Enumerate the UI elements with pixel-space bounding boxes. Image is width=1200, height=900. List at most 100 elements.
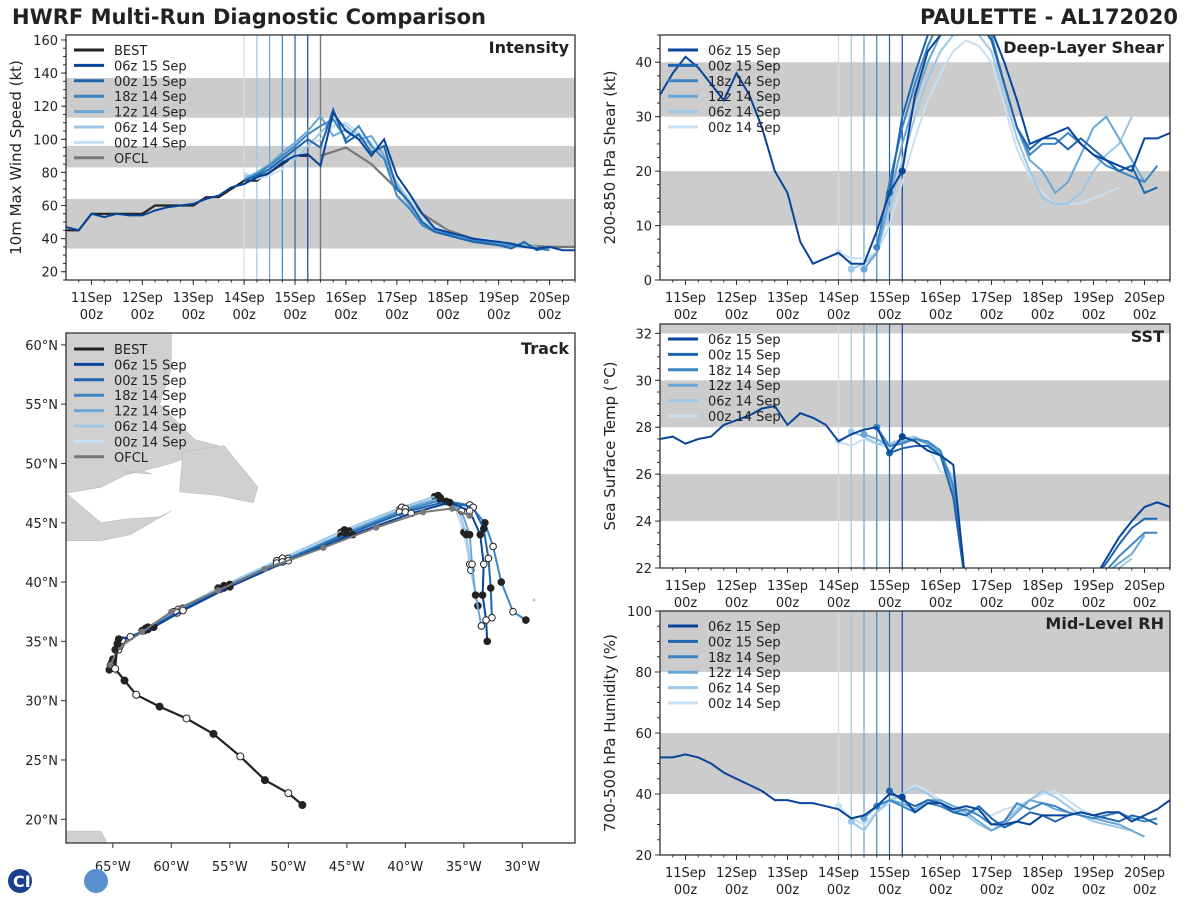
rh-series-4-init-point: [847, 817, 855, 825]
shear-xtick-day-label: 19Sep: [1073, 291, 1114, 306]
sst-legend-label: 06z 14 Sep: [708, 395, 781, 410]
track-legend-label: 12z 14 Sep: [114, 405, 187, 420]
sst-ytick-label: 22: [635, 562, 652, 577]
intensity-xtick-day-label: 11Sep: [71, 291, 112, 306]
track-xtick-label: 60°W: [153, 860, 189, 875]
intensity-legend-label: 00z 14 Sep: [114, 136, 187, 151]
intensity-xtick-hour-label: 00z: [283, 308, 307, 323]
sst-xtick-day-label: 20Sep: [1124, 579, 1165, 594]
intensity-ytick-label: 40: [41, 233, 58, 248]
shear-series-0-init-point: [898, 167, 906, 175]
track-best-point: [182, 714, 191, 723]
track-best-point: [132, 690, 141, 699]
intensity-xtick-hour-label: 00z: [182, 308, 206, 323]
rh-xtick-day-label: 16Sep: [920, 866, 961, 881]
sst-series-0-line: [660, 404, 1170, 568]
intensity-ytick-label: 140: [33, 67, 58, 82]
intensity-xtick-hour-label: 00z: [232, 308, 256, 323]
sst-xtick-day-label: 19Sep: [1073, 579, 1114, 594]
rh-legend-label: 06z 14 Sep: [708, 682, 781, 697]
shear-xtick-day-label: 14Sep: [818, 291, 859, 306]
sst-xtick-hour-label: 00z: [1082, 596, 1106, 611]
track-series-2-point: [522, 616, 530, 624]
track-ofcl-point: [466, 512, 473, 519]
shear-plot-area: [660, 35, 1170, 280]
sst-xtick-hour-label: 00z: [878, 596, 902, 611]
shear-xtick-hour-label: 00z: [1031, 308, 1055, 323]
sst-legend-label: 00z 15 Sep: [708, 348, 781, 363]
track-ofcl-point: [168, 608, 175, 615]
track-ofcl-point: [320, 544, 327, 551]
sst-xtick-hour-label: 00z: [1133, 596, 1157, 611]
track-best-point: [260, 776, 269, 785]
sst-series-5-line: [838, 435, 965, 568]
sst-xtick-hour-label: 00z: [980, 596, 1004, 611]
shear-legend-label: 06z 14 Sep: [708, 106, 781, 121]
track-best-point: [155, 702, 164, 711]
track-xtick-label: 35°W: [446, 860, 482, 875]
rh-xtick-day-label: 17Sep: [971, 866, 1012, 881]
shear-ytick-label: 30: [635, 111, 652, 126]
shear-xtick-hour-label: 00z: [827, 308, 851, 323]
track-xtick-label: 55°W: [212, 860, 248, 875]
shear-series-3-init-point: [860, 265, 868, 273]
shear-legend-label: 00z 15 Sep: [708, 59, 781, 74]
logo-globe-icon: [8, 869, 32, 893]
intensity-panel: 20 40 60 80 100 120 140 160 11Sep 00z 12Sep 00z 13Se…: [7, 34, 576, 323]
intensity-xtick-hour-label: 00z: [487, 308, 511, 323]
track-xtick-label: 45°W: [329, 860, 365, 875]
shear-xtick-day-label: 20Sep: [1124, 291, 1165, 306]
shear-series-2-init-point: [873, 243, 881, 251]
shear-xtick-hour-label: 00z: [1133, 308, 1157, 323]
track-legend-label: 00z 14 Sep: [114, 435, 187, 450]
track-ytick-label: 60°N: [25, 339, 58, 354]
track-ofcl-point: [448, 505, 456, 512]
track-ofcl-point: [419, 508, 427, 516]
sst-legend-label: 06z 15 Sep: [708, 333, 781, 348]
shear-xtick-hour-label: 00z: [674, 308, 698, 323]
rh-xtick-day-label: 20Sep: [1124, 866, 1165, 881]
rh-xtick-hour-label: 00z: [827, 883, 851, 898]
sst-series-2-line: [875, 426, 1158, 568]
shear-legend-label: 00z 14 Sep: [708, 121, 781, 136]
track-frame: [65, 332, 576, 844]
track-land-shape: [124, 470, 152, 475]
shear-xtick-day-label: 16Sep: [920, 291, 961, 306]
sst-band: [660, 380, 1170, 428]
track-land-shape: [66, 830, 108, 843]
track-series-0-point: [482, 616, 490, 624]
rh-xtick-hour-label: 00z: [776, 883, 800, 898]
intensity-ytick-label: 20: [41, 266, 58, 281]
rh-xtick-day-label: 18Sep: [1022, 866, 1063, 881]
track-best-point: [284, 789, 293, 798]
shear-xtick-day-label: 13Sep: [767, 291, 808, 306]
sst-series-0-init-point: [898, 433, 906, 441]
rh-legend-label: 00z 14 Sep: [708, 697, 781, 712]
sst-panel: 22 24 26 28 30 32 11Sep 00z 12Sep 00z 13Sep 00z 14Se…: [601, 323, 1171, 611]
track-legend-label: 06z 15 Sep: [114, 358, 187, 373]
rh-xtick-hour-label: 00z: [878, 883, 902, 898]
sst-band: [660, 324, 1170, 334]
rh-xtick-hour-label: 00z: [674, 883, 698, 898]
track-ytick-label: 35°N: [25, 635, 58, 650]
track-ytick-label: 20°N: [25, 813, 58, 828]
intensity-xtick-day-label: 15Sep: [275, 291, 316, 306]
storm-name: PAULETTE - AL172020: [920, 5, 1178, 29]
track-series-5-line: [108, 495, 471, 671]
sst-xtick-day-label: 18Sep: [1022, 579, 1063, 594]
track-xtick-label: 65°W: [95, 860, 131, 875]
sst-legend-label: 18z 14 Sep: [708, 364, 781, 379]
shear-legend-label: 06z 15 Sep: [708, 44, 781, 59]
shear-xtick-hour-label: 00z: [776, 308, 800, 323]
sst-xtick-hour-label: 00z: [725, 596, 749, 611]
track-series-3-point: [465, 530, 474, 539]
sst-legend-label: 00z 14 Sep: [708, 410, 781, 425]
shear-series-0-line: [660, 35, 1170, 265]
sst-xtick-hour-label: 00z: [1031, 596, 1055, 611]
logo-seal-icon: [84, 869, 108, 893]
intensity-xtick-hour-label: 00z: [334, 308, 358, 323]
intensity-xtick-day-label: 17Sep: [376, 291, 417, 306]
rh-xtick-hour-label: 00z: [929, 883, 953, 898]
rh-title: Mid-Level RH: [1045, 614, 1164, 633]
track-best-point: [236, 752, 245, 761]
